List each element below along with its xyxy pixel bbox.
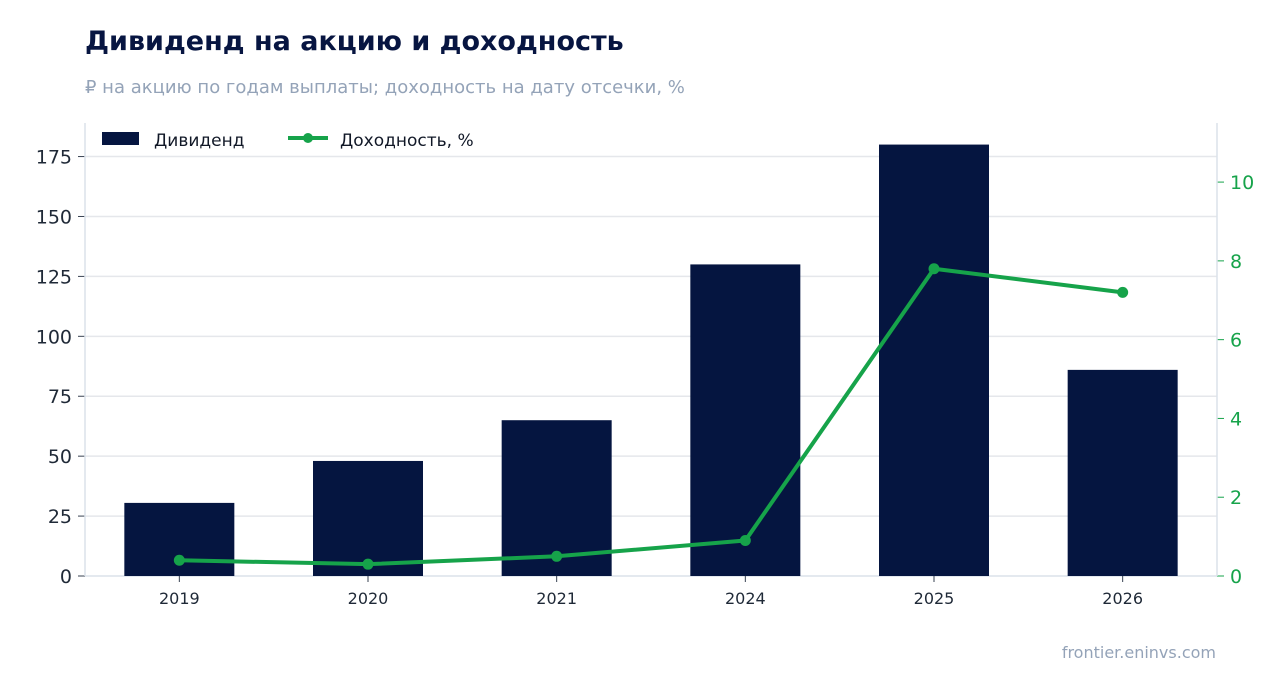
yield-point-2019	[173, 554, 185, 566]
y-right-tick-label: 4	[1230, 408, 1242, 430]
legend-label-dividend: Дивиденд	[154, 131, 244, 151]
y-left-tick-label: 150	[36, 206, 72, 228]
chart-subtitle: ₽ на акцию по годам выплаты; доходность …	[85, 77, 685, 98]
tick-labels: 0 25 50 75 100 125 150 175 0 2 4 6 8 10 2019 2020 2021 20…	[36, 147, 1254, 608]
yield-point-2026	[1117, 286, 1129, 298]
x-tick-label-2026: 2026	[1102, 589, 1143, 608]
yield-point-2025	[928, 263, 940, 275]
legend: Дивиденд Доходность, %	[102, 131, 474, 151]
y-left-tick-label: 75	[48, 386, 72, 408]
bar-dividend-2021	[501, 420, 612, 576]
y-left-tick-label: 0	[60, 566, 72, 588]
y-right-tick-label: 2	[1230, 487, 1242, 509]
bar-dividend-2024	[690, 264, 801, 576]
bar-dividend-2025	[879, 144, 989, 577]
y-right-tick-label: 10	[1230, 172, 1254, 194]
axes	[78, 123, 1224, 582]
bar-dividend-2026	[1067, 369, 1178, 576]
y-right-tick-label: 8	[1230, 251, 1242, 273]
yield-point-2024	[739, 535, 751, 547]
x-tick-label-2020: 2020	[348, 589, 389, 608]
grid-lines	[85, 155, 1217, 517]
y-left-tick-label: 25	[48, 506, 72, 528]
yield-point-2021	[551, 550, 563, 562]
x-tick-label-2019: 2019	[159, 589, 200, 608]
x-tick-label-2024: 2024	[725, 589, 766, 608]
bar-dividend-2020	[313, 460, 423, 576]
bar-series	[124, 144, 1178, 577]
line-series	[173, 263, 1129, 570]
y-left-tick-label: 175	[36, 147, 72, 169]
y-left-tick-label: 100	[36, 326, 72, 348]
chart-title: Дивиденд на акцию и доходность	[85, 26, 624, 57]
yield-line	[177, 266, 1125, 567]
legend-marker-yield	[303, 133, 313, 143]
y-right-tick-label: 6	[1230, 330, 1242, 352]
x-tick-label-2025: 2025	[914, 589, 955, 608]
y-left-tick-label: 50	[48, 446, 72, 468]
y-right-tick-label: 0	[1230, 566, 1242, 588]
legend-swatch-dividend	[102, 132, 139, 145]
x-tick-label-2021: 2021	[536, 589, 577, 608]
source-label: frontier.eninvs.com	[1061, 643, 1216, 662]
y-left-tick-label: 125	[36, 266, 72, 288]
legend-label-yield: Доходность, %	[340, 131, 474, 151]
yield-point-2020	[362, 558, 374, 570]
